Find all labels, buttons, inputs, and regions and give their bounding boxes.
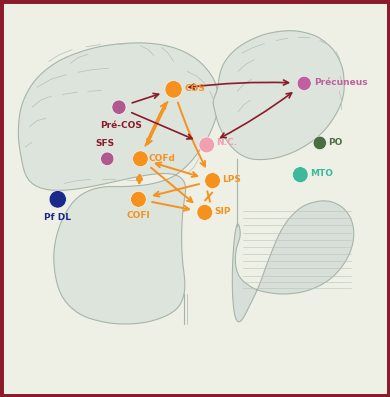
Polygon shape bbox=[213, 31, 344, 160]
Text: PO: PO bbox=[328, 138, 343, 146]
Text: Précuneus: Précuneus bbox=[314, 78, 368, 87]
Circle shape bbox=[297, 76, 311, 91]
Text: COFl: COFl bbox=[127, 212, 150, 220]
Text: MTO: MTO bbox=[310, 170, 333, 178]
Text: N.C.: N.C. bbox=[216, 139, 238, 147]
Circle shape bbox=[112, 100, 126, 114]
Polygon shape bbox=[18, 43, 218, 324]
Circle shape bbox=[165, 81, 182, 98]
Circle shape bbox=[133, 151, 148, 167]
Circle shape bbox=[205, 173, 220, 189]
Circle shape bbox=[131, 191, 146, 207]
Circle shape bbox=[292, 167, 308, 183]
Text: Pf DL: Pf DL bbox=[44, 213, 71, 222]
Text: SFS: SFS bbox=[96, 139, 115, 148]
Polygon shape bbox=[232, 201, 354, 322]
Circle shape bbox=[313, 136, 326, 150]
Text: LPS: LPS bbox=[222, 175, 241, 184]
Text: COFd: COFd bbox=[149, 154, 176, 162]
Text: COS: COS bbox=[184, 84, 206, 93]
Circle shape bbox=[199, 137, 215, 153]
Circle shape bbox=[197, 204, 213, 220]
Circle shape bbox=[101, 152, 114, 166]
Circle shape bbox=[49, 191, 66, 208]
Text: SIP: SIP bbox=[215, 207, 231, 216]
Text: Pré-COS: Pré-COS bbox=[100, 121, 142, 129]
